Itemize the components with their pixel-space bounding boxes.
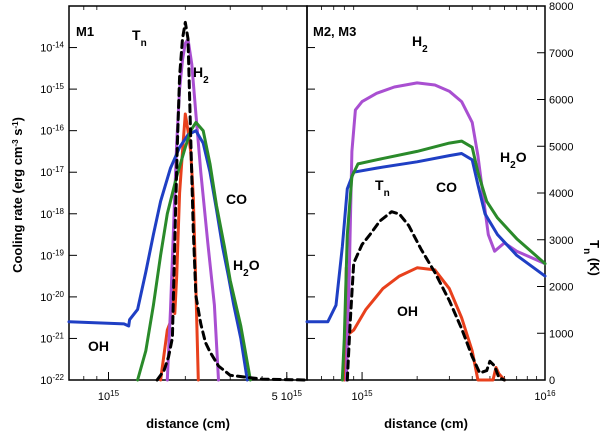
series-oh-p1 (342, 266, 506, 382)
y-right-tick-label-5: 3000 (549, 235, 573, 247)
panel-m2-name: M2, M3 (313, 24, 356, 39)
y-left-tick-label-2: 10-16 (40, 123, 64, 138)
y-left-tick-label-5: 10-19 (40, 248, 64, 263)
m2-label-tn: Tn (375, 177, 390, 199)
x-tick-label-p1-0: 1015 (351, 389, 373, 404)
m1-label-tn: Tn (132, 27, 147, 49)
y-right-label-sub: n (582, 248, 593, 254)
y-left-tick-label-7: 10-21 (40, 331, 64, 346)
x-tick-label-p1-1: 1016 (534, 389, 556, 404)
y-right-tick-label-6: 2000 (549, 282, 573, 294)
series-h2o-p0 (136, 120, 252, 382)
y-right-tick-label-4: 4000 (549, 188, 573, 200)
x-axis-label-m2: distance (cm) (384, 416, 468, 431)
y-label-mid: s (10, 129, 25, 140)
y-left-tick-label-8: 10-22 (40, 373, 64, 388)
series-tn-p0 (155, 20, 309, 382)
y-right-tick-label-8: 0 (549, 375, 555, 387)
series-co-p1 (305, 152, 547, 324)
m2-label-h2o: H2O (500, 149, 527, 171)
y-axis-right-label: Tn (K) (582, 240, 600, 276)
y-left-tick-label-0: 10-14 (40, 40, 64, 55)
y-label-end: ) (10, 117, 25, 121)
m1-label-co: CO (226, 191, 247, 207)
y-left-tick-label-4: 10-18 (40, 206, 64, 221)
x-axis-label-m1: distance (cm) (146, 416, 230, 431)
y-label-main: Cooling rate (erg cm (10, 147, 25, 273)
y-right-label-t: T (587, 240, 600, 248)
m1-label-h2: H2 (193, 64, 209, 86)
m2-label-co: CO (436, 179, 457, 195)
series-h2-p1 (344, 81, 547, 382)
m2-label-oh: OH (397, 303, 418, 319)
m1-label-oh: OH (88, 338, 109, 354)
x-tick-label-p0-1: 5 1015 (272, 389, 303, 404)
m1-label-h2o: H2O (233, 257, 260, 279)
y-right-tick-label-0: 8000 (549, 1, 573, 13)
panel-m1-name: M1 (76, 24, 94, 39)
y-right-tick-label-7: 1000 (549, 328, 573, 340)
m2-label-h2: H2 (412, 33, 428, 55)
y-right-tick-label-2: 6000 (549, 95, 573, 107)
panel-m2-frame (306, 5, 546, 381)
y-axis-left-label: Cooling rate (erg cm-3 s-1) (10, 117, 25, 273)
y-label-exp2: -1 (11, 121, 20, 129)
x-tick-label-p0-0: 1015 (98, 389, 120, 404)
series-layer (67, 20, 547, 382)
y-left-tick-label-6: 10-20 (40, 289, 64, 304)
y-right-tick-label-3: 5000 (549, 141, 573, 153)
series-tn-p1 (345, 210, 506, 382)
series-h2o-p1 (340, 139, 547, 382)
y-right-label-end: (K) (587, 254, 600, 276)
y-left-tick-label-3: 10-17 (40, 165, 64, 180)
ticks-layer: 1015 5 1015 1015 1016 10-14 10-15 10-16 10-17 10… (40, 1, 573, 403)
y-right-tick-label-1: 7000 (549, 48, 573, 60)
y-left-tick-label-1: 10-15 (40, 82, 64, 97)
y-label-exp1: -3 (11, 139, 20, 147)
